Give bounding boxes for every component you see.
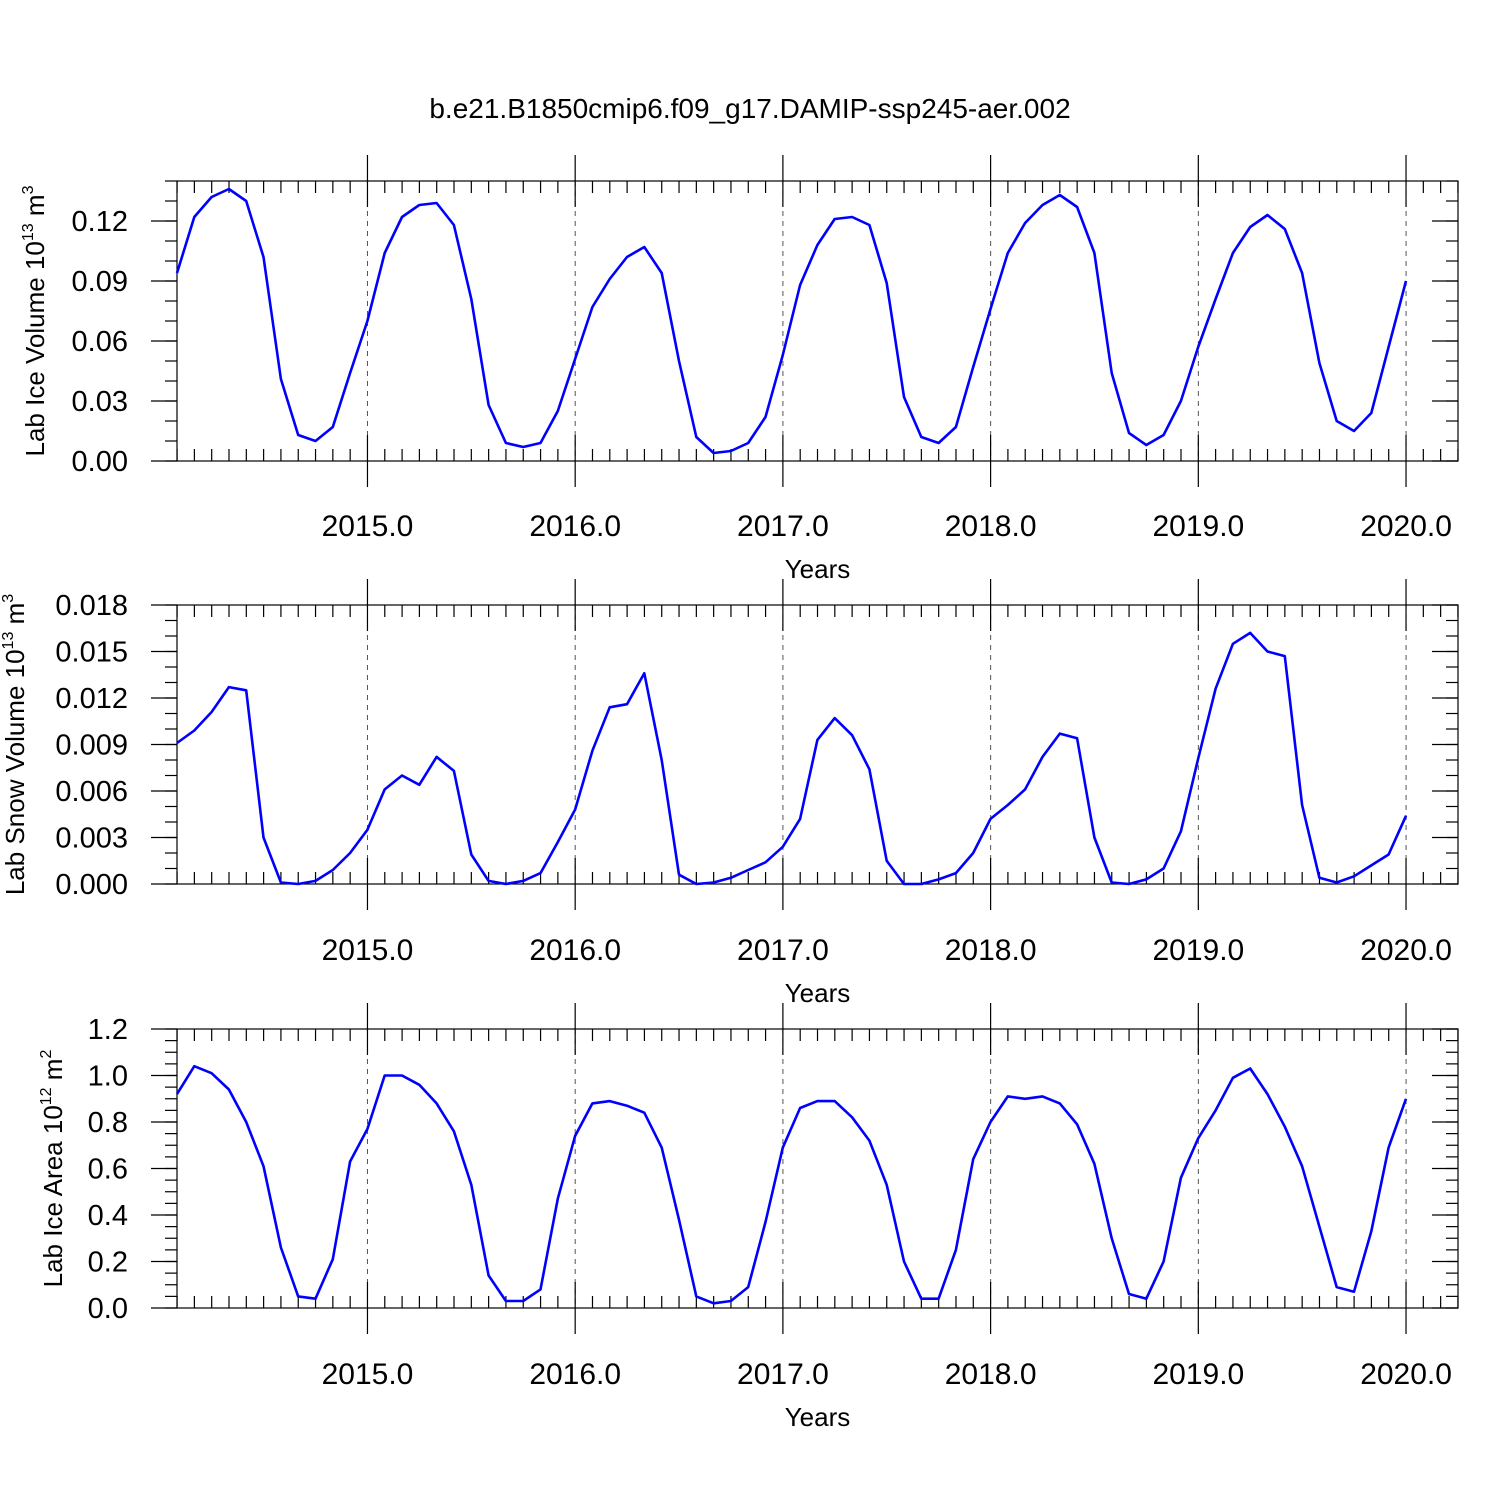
y-tick-label: 0.8	[88, 1107, 128, 1139]
x-tick-label: 2016.0	[529, 934, 621, 967]
y-tick-label: 0.12	[72, 206, 128, 238]
page-title: b.e21.B1850cmip6.f09_g17.DAMIP-ssp245-ae…	[429, 93, 1070, 124]
y-tick-label: 0.012	[55, 683, 128, 715]
y-tick-label: 0.003	[55, 823, 128, 855]
y-axis-title-unit-exponent: 3	[20, 185, 37, 194]
y-tick-label: 0.000	[55, 869, 128, 901]
y-tick-label: 0.09	[72, 266, 128, 298]
x-axis-title: Years	[785, 1402, 851, 1432]
x-tick-label: 2017.0	[737, 510, 829, 543]
panels: 2015.0 2016.0 2017.0 2018.0 2019.0 2020.00.00…	[0, 155, 1459, 1432]
x-tick-label: 2019.0	[1152, 510, 1244, 543]
x-tick-label: 2020.0	[1360, 1358, 1452, 1391]
x-tick-label: 2020.0	[1360, 934, 1452, 967]
panel-3: 2015.0 2016.0 2017.0 2018.0 2019.0 2020.0 0.0 0…	[38, 1003, 1459, 1432]
series-line-1	[175, 187, 1408, 455]
x-tick-label: 2015.0	[322, 510, 414, 543]
y-tick-label: 0.00	[72, 446, 128, 478]
y-tick-label: 0.2	[88, 1247, 128, 1279]
y-tick-label: 1.2	[88, 1014, 128, 1046]
y-tick-label: 0.4	[88, 1200, 128, 1232]
plot-frame	[176, 1028, 1459, 1309]
y-axis-title-base: Lab Ice Area 10	[38, 1105, 68, 1287]
y-axis-title-unit: m	[38, 1059, 68, 1088]
panel-2: 2015.0 2016.0 2017.0 2018.0 2019.0 2020.0 0.00…	[0, 579, 1459, 1008]
x-tick-label: 2017.0	[737, 1358, 829, 1391]
y-axis-title-exponent: 13	[20, 223, 37, 241]
y-axis-title-base: Lab Ice Volume 10	[20, 241, 50, 456]
series-line-1	[175, 1064, 1408, 1305]
x-tick-label: 2017.0	[737, 934, 829, 967]
x-tick-label: 2016.0	[529, 510, 621, 543]
y-axis-title-base: Lab Snow Volume 10	[0, 649, 30, 895]
plot-frame	[176, 180, 1459, 462]
series-line-1	[176, 631, 1408, 886]
x-axis-title: Years	[785, 554, 851, 584]
x-tick-label: 2018.0	[945, 510, 1037, 543]
x-tick-label: 2015.0	[322, 934, 414, 967]
y-tick-label: 1.0	[88, 1061, 128, 1093]
x-tick-label: 2018.0	[945, 934, 1037, 967]
y-axis-title: Lab Snow Volume 1013 m3	[0, 594, 30, 895]
y-axis-title-exponent: 13	[0, 632, 17, 650]
y-axis-title-unit: m	[0, 603, 30, 632]
y-tick-label: 0.03	[72, 386, 128, 418]
x-axis-title: Years	[785, 978, 851, 1008]
y-axis-title: Lab Ice Volume 1013 m3	[20, 185, 50, 456]
y-axis-title: Lab Ice Area 1012 m2	[38, 1050, 68, 1288]
x-tick-label: 2019.0	[1152, 1358, 1244, 1391]
y-tick-label: 0.018	[55, 590, 128, 622]
x-tick-label: 2020.0	[1360, 510, 1452, 543]
y-tick-label: 0.009	[55, 730, 128, 762]
y-tick-label: 0.015	[55, 637, 128, 669]
y-axis-title-unit-exponent: 3	[0, 594, 17, 603]
x-tick-label: 2019.0	[1152, 934, 1244, 967]
y-axis-title-unit: m	[20, 194, 50, 223]
y-tick-label: 0.006	[55, 776, 128, 808]
y-tick-label: 0.0	[88, 1293, 128, 1325]
x-tick-label: 2018.0	[945, 1358, 1037, 1391]
y-tick-label: 0.06	[72, 326, 128, 358]
y-axis-title-exponent: 12	[38, 1087, 55, 1105]
panel-1: 2015.0 2016.0 2017.0 2018.0 2019.0 2020.0 0.00…	[20, 155, 1459, 584]
x-tick-label: 2016.0	[529, 1358, 621, 1391]
y-axis-title-unit-exponent: 2	[38, 1050, 55, 1059]
x-tick-label: 2015.0	[322, 1358, 414, 1391]
y-tick-label: 0.6	[88, 1154, 128, 1186]
